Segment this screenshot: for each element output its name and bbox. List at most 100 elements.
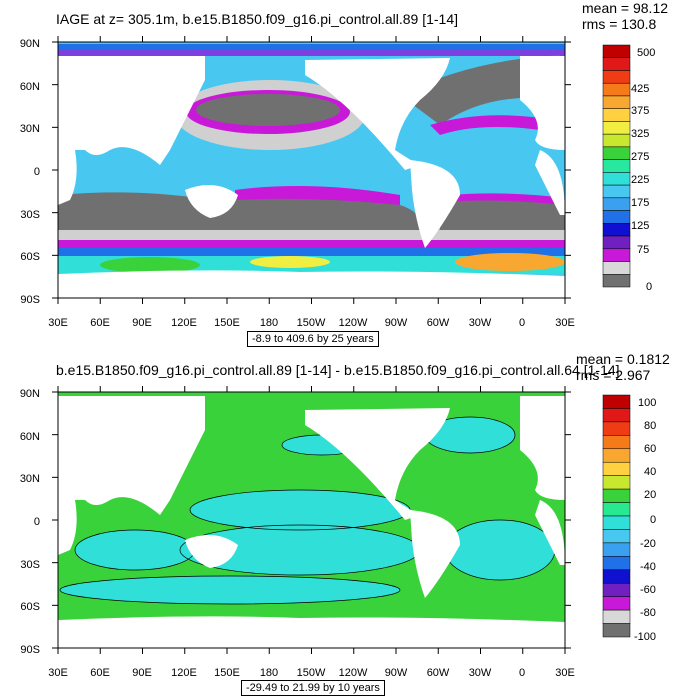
colorbar-swatch bbox=[602, 623, 631, 638]
land-africa-east bbox=[58, 150, 77, 205]
colorbar-swatch bbox=[602, 502, 631, 517]
lat-label: 60S bbox=[20, 601, 40, 613]
lon-label: 0 bbox=[519, 667, 525, 679]
colorbar-swatch bbox=[602, 529, 631, 544]
lat-label: 30S bbox=[20, 559, 40, 571]
lon-label: 150E bbox=[214, 667, 240, 679]
mean-value: mean = 98.12 bbox=[582, 0, 669, 16]
colorbar-label: 60 bbox=[644, 443, 656, 455]
colorbar-swatch bbox=[602, 82, 631, 97]
colorbar-label: -60 bbox=[640, 584, 656, 596]
colorbar-swatch bbox=[602, 172, 631, 186]
south-pac-old bbox=[58, 192, 423, 240]
colorbar-swatch bbox=[602, 197, 631, 211]
land-europe bbox=[520, 56, 565, 150]
lon-label: 30W bbox=[469, 317, 492, 329]
npac-old bbox=[196, 94, 340, 126]
colorbar-swatch bbox=[602, 475, 631, 490]
colorbar-label: 0 bbox=[646, 281, 652, 293]
colorbar-swatch bbox=[602, 448, 631, 463]
colorbar-swatch bbox=[602, 556, 631, 571]
colorbar-label: 80 bbox=[644, 420, 656, 432]
cyan-zone bbox=[180, 525, 420, 575]
stats-block: mean = 98.12 rms = 130.8 bbox=[582, 0, 668, 32]
colorbar-swatch bbox=[602, 569, 631, 584]
land-eurasia bbox=[58, 56, 205, 165]
land-north-america bbox=[305, 408, 450, 520]
lat-label: 0 bbox=[34, 166, 40, 178]
cyan-zone bbox=[75, 530, 195, 570]
land-africa bbox=[535, 150, 565, 215]
lon-label: 30W bbox=[469, 667, 492, 679]
colorbar-labels: 100 80 60 40 20 0 -20 -40 -60 -80 -100 bbox=[634, 397, 656, 643]
lat-label: 60N bbox=[20, 81, 40, 93]
land-africa-east bbox=[58, 500, 77, 555]
lon-label: 90E bbox=[132, 667, 152, 679]
lat-label: 90N bbox=[20, 388, 40, 400]
lon-label: 60E bbox=[90, 667, 110, 679]
lat-axis: 90N 60N 30N 0 30S 60S 90S bbox=[20, 388, 40, 656]
lon-label: 180 bbox=[260, 667, 278, 679]
south-atl-magenta bbox=[440, 193, 565, 205]
colorbar-swatch bbox=[602, 57, 631, 71]
lon-label: 120W bbox=[339, 667, 368, 679]
colorbar-swatch bbox=[602, 515, 631, 530]
colorbar-swatch bbox=[602, 248, 631, 262]
colorbar-swatch bbox=[602, 223, 631, 237]
lon-label: 150W bbox=[297, 667, 326, 679]
colorbar-swatch bbox=[602, 146, 631, 160]
lon-label: 180 bbox=[260, 317, 278, 329]
colorbar-label: 125 bbox=[631, 220, 649, 232]
land-antarctica bbox=[58, 270, 565, 298]
cyan-zone bbox=[190, 490, 410, 530]
lon-label: 30E bbox=[48, 317, 68, 329]
land-north-america bbox=[305, 58, 450, 170]
colorbar-label: 0 bbox=[650, 514, 656, 526]
natl-magenta bbox=[430, 115, 540, 135]
lat-label: 90S bbox=[20, 294, 40, 306]
colorbar-label: 100 bbox=[638, 397, 656, 409]
colorbar-label: 500 bbox=[637, 47, 655, 59]
lon-label: 60W bbox=[427, 667, 450, 679]
colorbar-swatch bbox=[602, 159, 631, 173]
lon-label: 60E bbox=[90, 317, 110, 329]
cyan-zone bbox=[445, 520, 555, 580]
colorbar-label: -100 bbox=[634, 631, 656, 643]
map-figure: 90N 60N 30N 0 30S 60S 90S 30E 60E 90E 12… bbox=[20, 386, 656, 679]
so-blue bbox=[58, 248, 565, 258]
colorbar-swatch bbox=[602, 421, 631, 436]
south-pac-magenta bbox=[235, 186, 400, 205]
lon-label: 30E bbox=[555, 317, 575, 329]
colorbar-label: -80 bbox=[640, 607, 656, 619]
colorbar-label: 275 bbox=[631, 151, 649, 163]
colorbar-swatch bbox=[602, 210, 631, 224]
colorbar-swatch bbox=[602, 582, 631, 597]
colorbar-labels: 500 425 375 325 275 225 175 125 75 0 bbox=[631, 47, 655, 293]
lon-label: 90E bbox=[132, 317, 152, 329]
colorbar-label: 375 bbox=[631, 105, 649, 117]
contour-range-box: -8.9 to 409.6 by 25 years bbox=[247, 331, 379, 347]
colorbar-swatch bbox=[602, 609, 631, 624]
south-atl-old bbox=[440, 198, 565, 238]
colorbar-label: 175 bbox=[631, 197, 649, 209]
contour-range-box: -29.49 to 21.99 by 10 years bbox=[241, 680, 385, 696]
cyan-zone bbox=[60, 576, 400, 604]
colorbar-label: 20 bbox=[644, 489, 656, 501]
lat-label: 0 bbox=[34, 516, 40, 528]
colorbar-label: 40 bbox=[644, 466, 656, 478]
map-field bbox=[58, 392, 565, 648]
cyan-zone bbox=[425, 417, 515, 453]
colorbar-label: -20 bbox=[640, 538, 656, 550]
land-eurasia bbox=[58, 396, 205, 515]
lat-label: 60N bbox=[20, 431, 40, 443]
colorbar-swatch bbox=[602, 70, 631, 84]
mean-value: mean = 0.1812 bbox=[576, 351, 670, 367]
lon-label: 0 bbox=[519, 317, 525, 329]
map-field bbox=[58, 42, 565, 298]
lat-label: 60S bbox=[20, 251, 40, 263]
axis-ticks bbox=[52, 36, 571, 304]
colorbar-swatch bbox=[602, 435, 631, 450]
colorbar-swatch bbox=[602, 121, 631, 135]
iage-map-panel: IAGE at z= 305.1m, b.e15.B1850.f09_g16.p… bbox=[20, 0, 668, 347]
colorbar-swatch bbox=[602, 488, 631, 503]
